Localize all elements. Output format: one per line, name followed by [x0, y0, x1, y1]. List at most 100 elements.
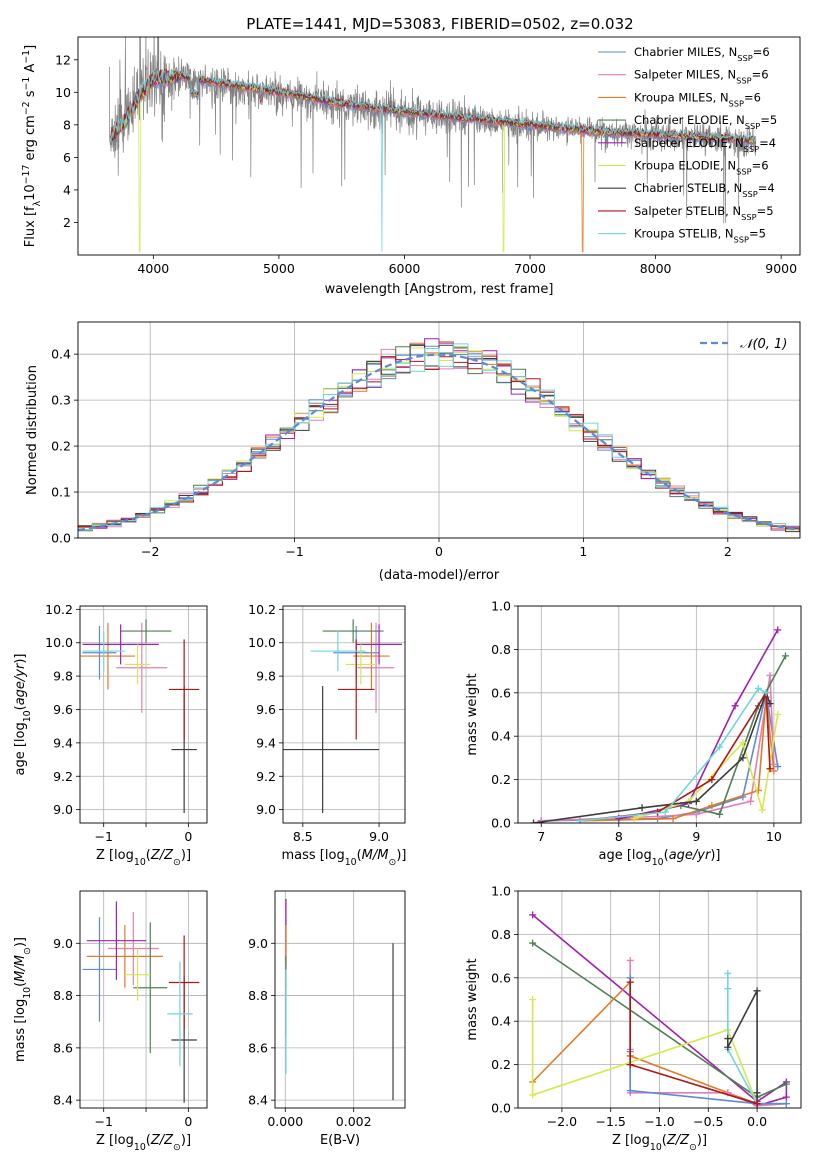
age_vs_mass-axes: 8.5 9.0 9.0 9.2 9.4 9.6 9.8 10.0 10.2: [248, 602, 405, 844]
x-axis-label: (data-model)/error: [379, 568, 500, 583]
data-point-marker: [731, 702, 739, 710]
data-point-marker: [692, 810, 700, 818]
y-tick-label: 8.6: [53, 1040, 73, 1055]
data-point-marker: [529, 1091, 537, 1099]
y-tick-label: 4: [63, 182, 71, 197]
data-point-marker: [753, 987, 761, 995]
age_vs_mass-frame: [282, 605, 406, 824]
legend-entry: Kroupa STELIB, NSSP=5: [634, 227, 766, 245]
age_vs_Z-axes: −1 0 9.0 9.2 9.4 9.6 9.8 10.0 10.2: [45, 602, 207, 844]
x-tick-label: 5000: [263, 261, 295, 276]
x-tick-label: 9.0: [369, 829, 389, 844]
y-tick-label: 8.8: [53, 988, 73, 1003]
x-tick-label: −1.5: [596, 1114, 626, 1129]
series-line: [618, 629, 779, 820]
y-tick-label: 0.8: [491, 642, 511, 657]
y-axis-label: mass weight: [465, 673, 480, 755]
data-point-marker: [774, 711, 782, 718]
x-tick-label: 1: [579, 544, 587, 559]
y-tick-label: 9.4: [53, 735, 73, 750]
data-point-marker: [692, 797, 700, 805]
y-tick-label: 8.4: [248, 1093, 268, 1108]
data-point-marker: [753, 1089, 761, 1097]
x-tick-label: 0: [184, 1114, 192, 1129]
y-tick-label: 0.0: [491, 816, 511, 831]
data-point-marker: [782, 1100, 790, 1108]
spectrum-legend: Chabrier MILES, NSSP=6 Salpeter MILES, NS…: [598, 45, 777, 245]
x-axis-label: age [log10(age/yr)]: [598, 848, 720, 868]
x-tick-label: 0.0: [747, 1114, 767, 1129]
y-tick-label: 10.0: [45, 635, 73, 650]
y-tick-label: 0.0: [51, 531, 71, 546]
data-point-marker: [626, 1087, 634, 1095]
spectrum-lines: [109, 37, 757, 253]
data-point-marker: [770, 767, 778, 775]
data-point-marker: [529, 939, 537, 947]
data-point-marker: [661, 808, 669, 816]
data-point-marker: [626, 956, 634, 964]
figure-title: PLATE=1441, MJD=53083, FIBERID=0502, z=0…: [246, 15, 633, 33]
x-tick-label: 0: [435, 544, 443, 559]
x-axis-label: Z [log10(Z/Z⊙)]: [96, 848, 191, 868]
data-point-marker: [724, 1035, 732, 1043]
y-tick-label: 0.2: [51, 439, 71, 454]
data-point-marker: [708, 776, 716, 784]
data-point-marker: [774, 626, 782, 634]
x-tick-label: −2.0: [547, 1114, 577, 1129]
legend-entry: Salpeter STELIB, NSSP=5: [634, 204, 774, 222]
series-line: [533, 690, 771, 823]
x-tick-label: 7000: [514, 261, 546, 276]
mass_vs_ebv-errorbars: [285, 898, 394, 1101]
x-tick-label: 0: [184, 829, 192, 844]
x-tick-label: 6000: [389, 261, 421, 276]
x-tick-label: 0.000: [267, 1114, 303, 1129]
y-tick-label: 8.8: [248, 988, 268, 1003]
x-tick-label: 8.5: [293, 829, 313, 844]
y-tick-label: 1.0: [491, 599, 511, 614]
data-point-marker: [766, 700, 774, 708]
legend-entry: Salpeter ELODIE, NSSP=4: [634, 136, 776, 154]
mass_weight_vs_Z-lines: [529, 911, 790, 1108]
y-tick-label: 12: [55, 52, 71, 67]
y-tick-label: 6: [63, 150, 71, 165]
data-point-marker: [724, 1043, 732, 1051]
data-point-marker: [766, 671, 774, 679]
y-axis-label: Normed distribution: [25, 365, 40, 495]
age_vs_mass-errorbars: [283, 619, 402, 813]
x-tick-label: −0.5: [693, 1114, 723, 1129]
series-line: [532, 980, 758, 1105]
y-tick-label: 9.8: [256, 669, 276, 684]
y-tick-label: 0.0: [491, 1101, 511, 1116]
x-tick-label: 9: [692, 829, 700, 844]
mass_vs_ebv-frame: [274, 890, 406, 1109]
x-tick-label: 9000: [765, 261, 797, 276]
legend-entry: Chabrier ELODIE, NSSP=5: [634, 113, 777, 131]
data-point-marker: [754, 684, 762, 692]
y-tick-label: 9.0: [53, 936, 73, 951]
y-tick-label: 9.6: [256, 702, 276, 717]
x-axis-label: E(B-V): [320, 1133, 360, 1148]
data-point-marker: [638, 804, 646, 812]
y-tick-label: 10.0: [248, 635, 276, 650]
y-tick-label: 9.2: [256, 769, 276, 784]
y-tick-label: 0.1: [51, 485, 71, 500]
legend-entry: 𝒩(0, 1): [740, 337, 787, 352]
data-point-marker: [626, 978, 634, 986]
data-point-marker: [758, 806, 766, 814]
data-point-marker: [781, 652, 789, 660]
x-tick-label: −1: [94, 829, 112, 844]
data-point-marker: [529, 996, 537, 1003]
y-tick-label: 9.2: [53, 769, 73, 784]
y-tick-label: 10.2: [248, 602, 276, 617]
y-tick-label: 2: [63, 215, 71, 230]
data-point-marker: [762, 689, 770, 697]
y-tick-label: 9.4: [256, 735, 276, 750]
x-axis-label: mass [log10(M/M⊙)]: [282, 848, 407, 868]
y-tick-label: 0.6: [491, 970, 511, 985]
x-tick-label: 8000: [640, 261, 672, 276]
y-tick-label: 0.6: [491, 685, 511, 700]
x-tick-label: 8: [615, 829, 623, 844]
series-line: [726, 973, 758, 1105]
residuals-frame: [77, 321, 801, 539]
y-axis-label: mass [log10(M/M⊙)]: [13, 937, 33, 1062]
